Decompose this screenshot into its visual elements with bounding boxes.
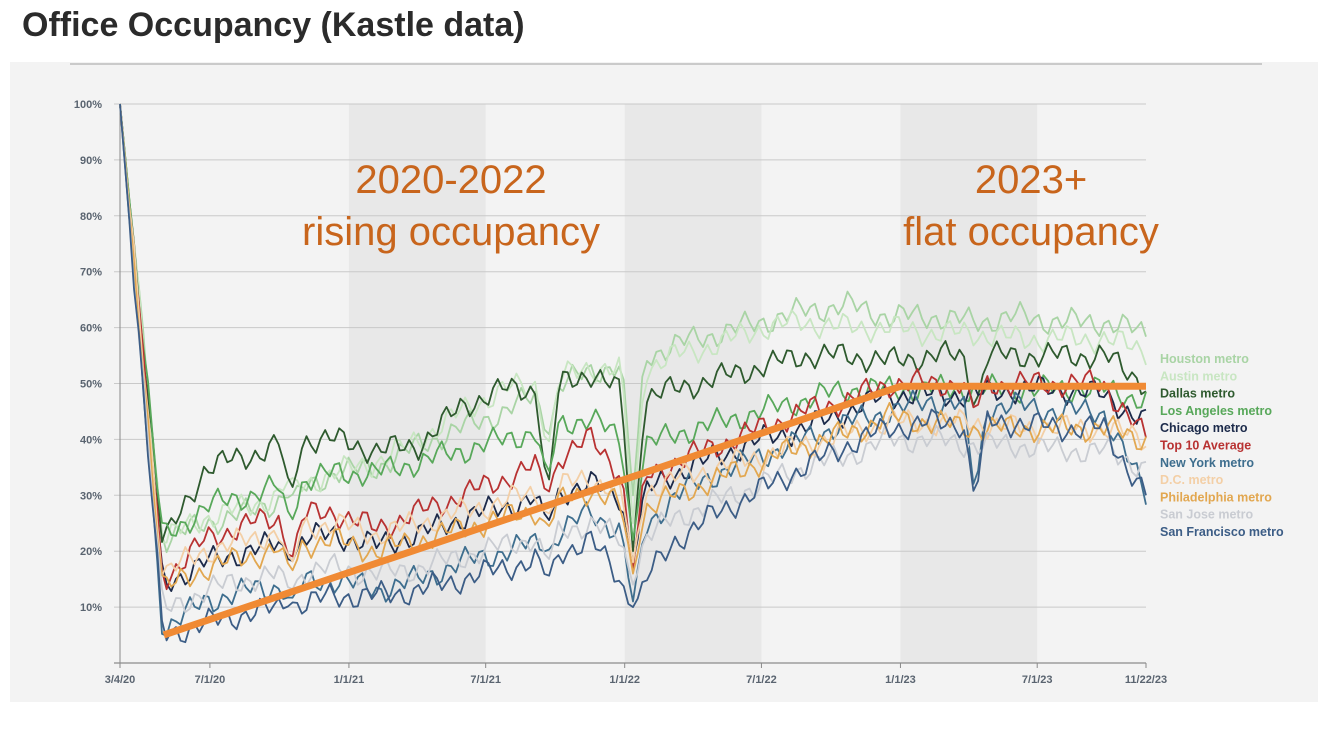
series-line-san-francisco-metro bbox=[119, 103, 1147, 644]
y-tick-label: 70% bbox=[80, 267, 102, 279]
annotation-text: 2020-2022 bbox=[355, 158, 546, 202]
legend-item: Houston metro bbox=[1160, 352, 1249, 366]
series-line-d-c-metro bbox=[119, 103, 1147, 577]
y-axis-ticks: 10% 20% 30% 40% 50% 60% 70% 80% 90% 100% bbox=[74, 99, 102, 614]
series-line-houston-metro bbox=[119, 103, 1147, 554]
trend-line-path bbox=[162, 382, 1146, 639]
y-tick-label: 30% bbox=[80, 490, 102, 502]
x-axis-ticks: 3/4/20 7/1/20 1/1/21 7/1/21 1/1/22 7/1/22 1/1/… bbox=[105, 663, 1167, 686]
y-tick-label: 40% bbox=[80, 434, 102, 446]
x-tick-label: 1/1/23 bbox=[885, 674, 916, 686]
series-line-austin-metro bbox=[119, 103, 1147, 544]
occupancy-line-chart: 10% 20% 30% 40% 50% 60% 70% 80% 90% 100% 3/4/20 7/… bbox=[70, 63, 1284, 686]
legend-item: Philadelphia metro bbox=[1160, 490, 1272, 504]
chart-panel: 10% 20% 30% 40% 50% 60% 70% 80% 90% 100% 3/4/20 7/… bbox=[10, 62, 1318, 702]
legend-item: Top 10 Average bbox=[1160, 439, 1251, 453]
legend-item: New York metro bbox=[1160, 456, 1254, 470]
legend-item: Dallas metro bbox=[1160, 387, 1235, 401]
series-line-new-york-metro bbox=[119, 103, 1147, 637]
legend: Houston metro Austin metro Dallas metro Los… bbox=[1160, 352, 1284, 539]
page-title: Office Occupancy (Kastle data) bbox=[22, 6, 525, 44]
series-line-dallas-metro bbox=[119, 103, 1147, 553]
x-tick-label: 7/1/20 bbox=[195, 674, 226, 686]
y-tick-label: 80% bbox=[80, 211, 102, 223]
series-lines bbox=[119, 103, 1147, 644]
trend-line bbox=[162, 382, 1146, 639]
annotation-text: 2023+ bbox=[975, 158, 1087, 202]
annotations: 2020-2022 rising occupancy 2023+ flat occup… bbox=[302, 158, 1159, 254]
annotation-text: rising occupancy bbox=[302, 210, 600, 254]
series-line-philadelphia-metro bbox=[119, 103, 1147, 588]
y-tick-label: 60% bbox=[80, 323, 102, 335]
x-tick-label: 1/1/22 bbox=[609, 674, 640, 686]
legend-item: San Jose metro bbox=[1160, 508, 1253, 522]
legend-item: Austin metro bbox=[1160, 369, 1237, 383]
x-tick-label: 11/22/23 bbox=[1125, 674, 1167, 686]
y-tick-label: 20% bbox=[80, 546, 102, 558]
legend-item: Los Angeles metro bbox=[1160, 404, 1272, 418]
x-tick-label: 3/4/20 bbox=[105, 674, 136, 686]
x-tick-label: 1/1/21 bbox=[334, 674, 365, 686]
y-tick-label: 10% bbox=[80, 602, 102, 614]
x-tick-label: 7/1/23 bbox=[1022, 674, 1053, 686]
x-tick-label: 7/1/21 bbox=[470, 674, 501, 686]
legend-item: Chicago metro bbox=[1160, 421, 1248, 435]
x-tick-label: 7/1/22 bbox=[746, 674, 777, 686]
legend-item: D.C. metro bbox=[1160, 473, 1224, 487]
y-tick-label: 90% bbox=[80, 155, 102, 167]
annotation-text: flat occupancy bbox=[903, 210, 1159, 254]
y-tick-label: 100% bbox=[74, 99, 102, 111]
legend-item: San Francisco metro bbox=[1160, 525, 1284, 539]
y-tick-label: 50% bbox=[80, 379, 102, 391]
